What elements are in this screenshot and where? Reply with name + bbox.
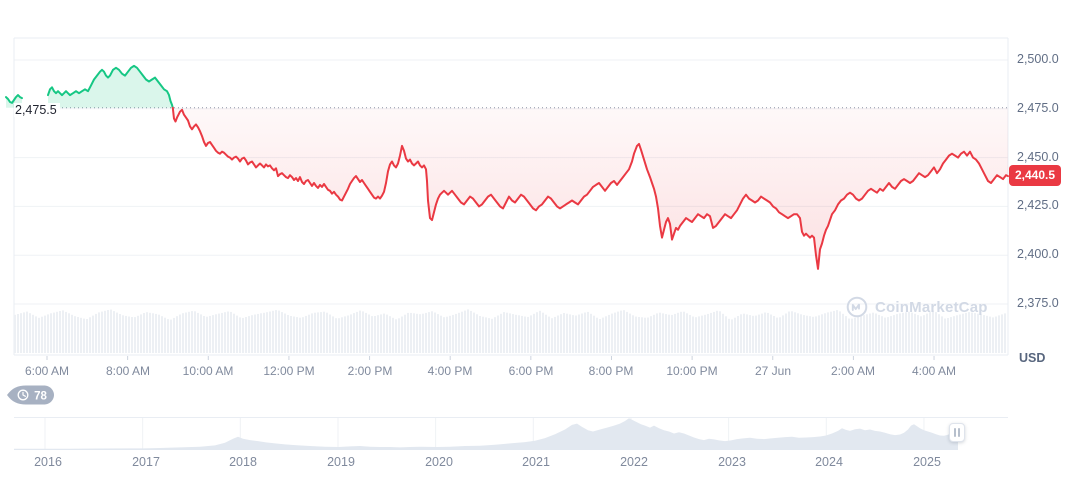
history-count-badge: 78 — [4, 383, 56, 407]
x-axis-label: 6:00 AM — [24, 364, 70, 378]
history-count-value: 78 — [34, 390, 47, 402]
navigator-year-label[interactable]: 2024 — [815, 455, 843, 469]
y-axis-label: 2,450.0 — [1017, 150, 1059, 164]
y-axis-label: 2,500.0 — [1017, 52, 1059, 66]
handle-grip-bar — [958, 428, 961, 437]
coinmarketcap-watermark: CoinMarketCap — [846, 296, 988, 318]
navigator-resize-handle[interactable] — [949, 423, 965, 442]
x-axis-label: 10:00 AM — [182, 364, 234, 378]
coinmarketcap-logo-icon — [846, 296, 868, 318]
volume-bars — [14, 309, 1006, 354]
price-line-up — [47, 64, 174, 109]
price-line-up — [5, 94, 23, 104]
price-line-down — [171, 106, 1009, 270]
x-axis-label: 2:00 PM — [347, 364, 393, 378]
navigator-year-label[interactable]: 2021 — [522, 455, 550, 469]
navigator-year-label[interactable]: 2019 — [327, 455, 355, 469]
navigator-year-label[interactable]: 2018 — [229, 455, 257, 469]
handle-grip-bar — [953, 428, 956, 437]
x-axis-label: 2:00 AM — [830, 364, 876, 378]
y-axis-label: 2,375.0 — [1017, 296, 1059, 310]
usd-unit-label: USD — [1019, 351, 1046, 365]
watermark-text: CoinMarketCap — [875, 298, 988, 316]
navigator-year-label[interactable]: 2023 — [718, 455, 746, 469]
y-axis-label: 2,475.0 — [1017, 101, 1059, 115]
current-price-badge: 2,440.5 — [1009, 165, 1062, 186]
y-axis-label: 2,400.0 — [1017, 247, 1059, 261]
navigator-year-label[interactable]: 2017 — [132, 455, 160, 469]
navigator-year-label[interactable]: 2025 — [913, 455, 941, 469]
badge-tag-shape — [7, 385, 54, 405]
range-navigator-area[interactable] — [14, 418, 958, 450]
history-clock-icon — [17, 389, 29, 401]
x-axis-label: 4:00 AM — [911, 364, 957, 378]
x-axis-label: 12:00 PM — [263, 364, 315, 378]
navigator-year-label[interactable]: 2016 — [34, 455, 62, 469]
down-area-fill — [172, 107, 1009, 269]
navigator-year-label[interactable]: 2022 — [620, 455, 648, 469]
x-axis-label: 10:00 PM — [666, 364, 718, 378]
x-axis-label: 27 Jun — [754, 364, 792, 378]
navigator-year-label[interactable]: 2020 — [425, 455, 453, 469]
baseline-price-label: 2,475.5 — [14, 103, 60, 117]
y-axis-label: 2,425.0 — [1017, 198, 1059, 212]
up-area-fill — [48, 65, 173, 108]
x-axis-label: 6:00 PM — [508, 364, 554, 378]
x-axis-label: 8:00 PM — [588, 364, 634, 378]
x-axis-label: 8:00 AM — [105, 364, 151, 378]
x-axis-label: 4:00 PM — [427, 364, 473, 378]
